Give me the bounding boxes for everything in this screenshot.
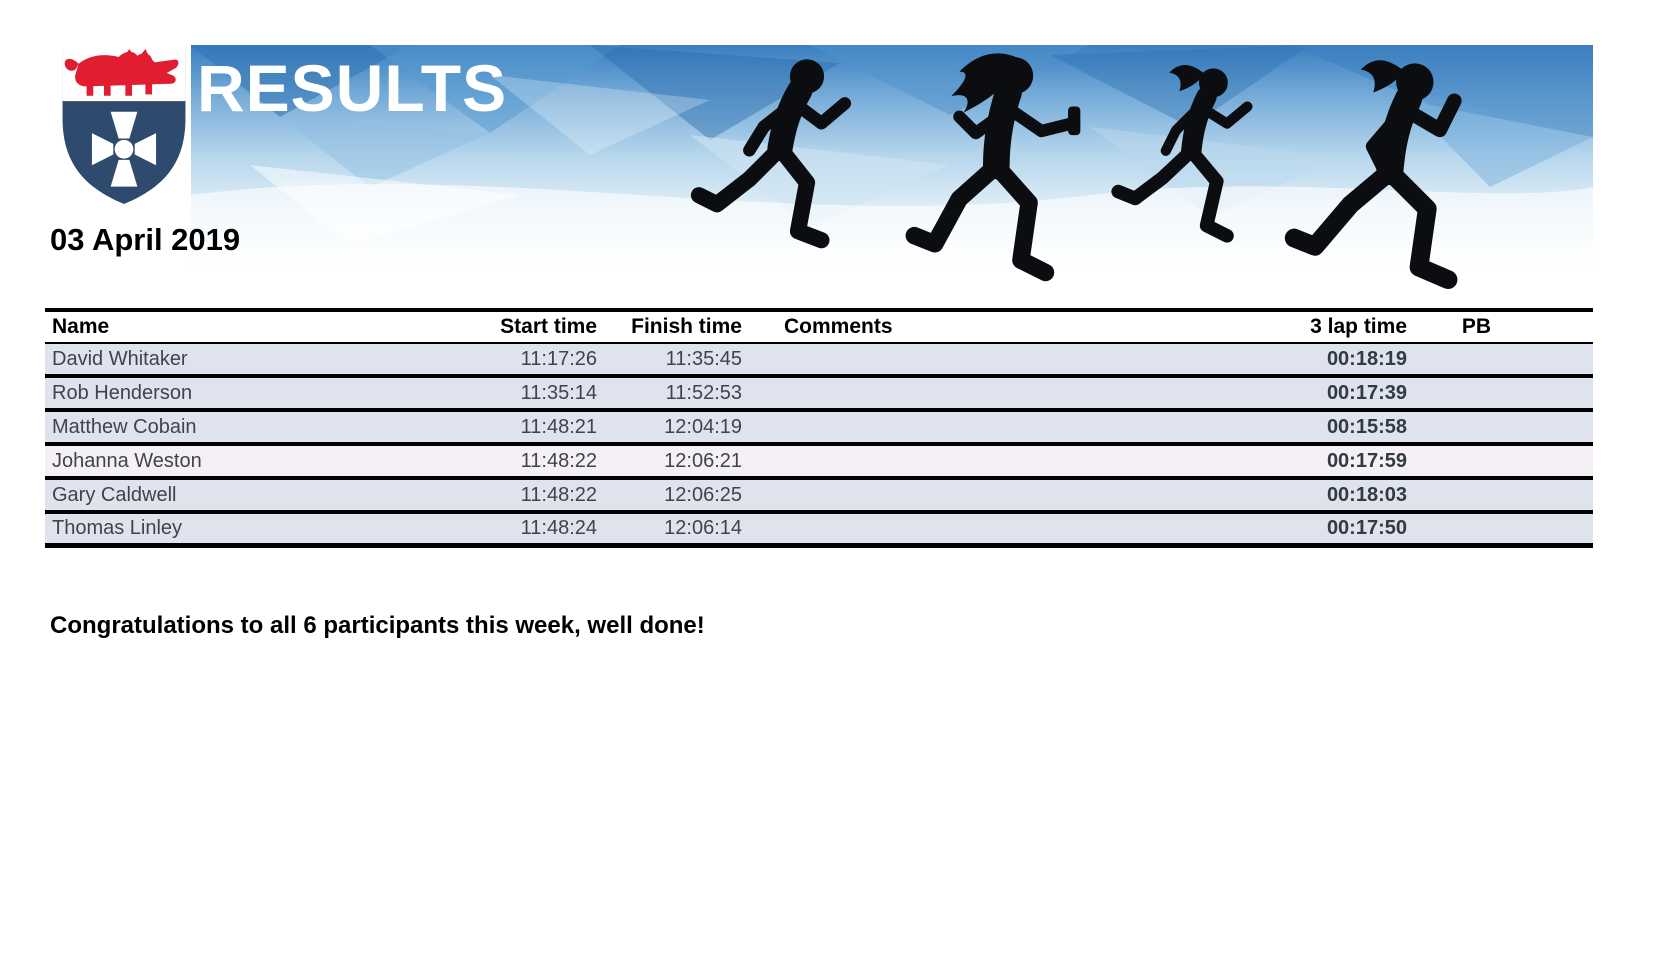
- cell-finish-time: 11:35:45: [665, 347, 742, 370]
- cell-start-time: 11:17:26: [520, 347, 597, 370]
- cell-3-lap-time: 00:15:58: [1326, 415, 1407, 438]
- page-title: RESULTS: [197, 51, 508, 125]
- table-row: Rob Henderson 11:35:14 11:52:53 00:17:39: [45, 378, 1593, 412]
- runner-silhouette-icon: [690, 59, 852, 249]
- runner-silhouette-icon: [905, 53, 1081, 282]
- cell-finish-time: 12:06:25: [664, 483, 742, 506]
- runner-silhouette-icon: [1284, 60, 1462, 289]
- column-header-3-lap-time: 3 lap time: [1310, 315, 1407, 338]
- column-header-finish-time: Finish time: [631, 315, 742, 338]
- cell-3-lap-time: 00:18:03: [1326, 483, 1407, 506]
- results-table: Name Start time Finish time Comments 3 l…: [45, 308, 1593, 548]
- banner-graphic: [190, 45, 1593, 291]
- event-date: 03 April 2019: [50, 222, 241, 257]
- cell-start-time: 11:48:22: [520, 449, 597, 472]
- cross-icon: [91, 111, 157, 187]
- cell-3-lap-time: 00:17:50: [1326, 517, 1407, 539]
- cell-start-time: 11:48:22: [520, 483, 597, 506]
- table-body: David Whitaker 11:17:26 11:35:45 00:18:1…: [45, 344, 1593, 548]
- banner-background-icon: [190, 45, 1593, 291]
- cell-start-time: 11:48:24: [520, 517, 597, 539]
- cell-start-time: 11:48:21: [520, 415, 597, 438]
- cell-3-lap-time: 00:17:39: [1326, 381, 1407, 404]
- table-row: Gary Caldwell 11:48:22 12:06:25 00:18:03: [45, 480, 1593, 514]
- table-row: Johanna Weston 11:48:22 12:06:21 00:17:5…: [45, 446, 1593, 480]
- university-crest-icon: [57, 45, 191, 208]
- cell-3-lap-time: 00:18:19: [1326, 347, 1407, 370]
- lion-icon: [64, 49, 179, 96]
- cell-name: Gary Caldwell: [52, 483, 177, 506]
- cell-name: Rob Henderson: [52, 381, 193, 404]
- cell-start-time: 11:35:14: [520, 381, 597, 404]
- runner-silhouette-icon: [1111, 64, 1253, 243]
- table-row: Matthew Cobain 11:48:21 12:04:19 00:15:5…: [45, 412, 1593, 446]
- congratulations-message: Congratulations to all 6 participants th…: [50, 612, 705, 639]
- cell-finish-time: 12:04:19: [664, 415, 742, 438]
- column-header-comments: Comments: [784, 315, 893, 338]
- table-row: Thomas Linley 11:48:24 12:06:14 00:17:50: [45, 514, 1593, 548]
- column-header-name: Name: [52, 315, 110, 338]
- cell-name: Johanna Weston: [52, 449, 202, 472]
- table-header-row: Name Start time Finish time Comments 3 l…: [45, 308, 1593, 344]
- table-row: David Whitaker 11:17:26 11:35:45 00:18:1…: [45, 344, 1593, 378]
- cell-finish-time: 12:06:21: [664, 449, 742, 472]
- cell-finish-time: 11:52:53: [665, 381, 742, 404]
- column-header-pb: PB: [1461, 315, 1492, 338]
- cell-3-lap-time: 00:17:59: [1326, 449, 1407, 472]
- cell-name: David Whitaker: [52, 347, 188, 370]
- cell-finish-time: 12:06:14: [664, 517, 742, 539]
- cell-name: Matthew Cobain: [52, 415, 197, 438]
- cell-name: Thomas Linley: [52, 517, 183, 539]
- column-header-start-time: Start time: [500, 315, 597, 338]
